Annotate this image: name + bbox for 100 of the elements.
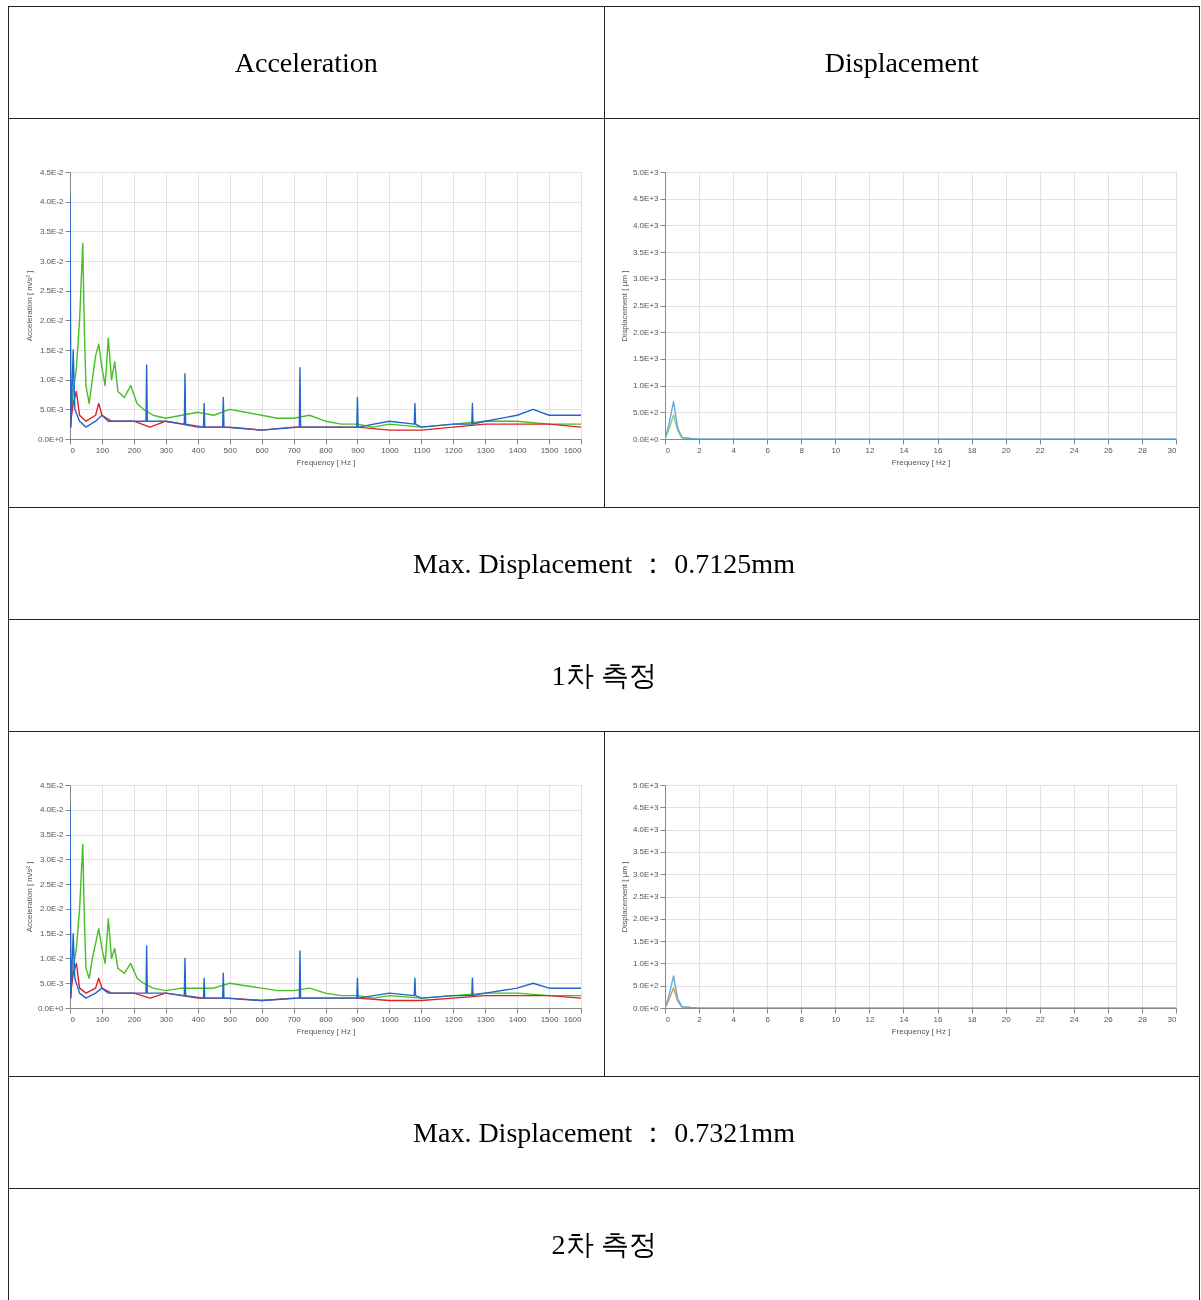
x-tick-label: 10 <box>831 445 842 455</box>
x-tick-label: 400 <box>191 1014 206 1024</box>
y-tick-label: 3.0E-2 <box>39 256 64 266</box>
y-tick-label: 4.0E-2 <box>39 805 64 815</box>
x-tick-label: 1300 <box>476 1014 495 1024</box>
y-tick-label: 1.5E+3 <box>633 354 660 364</box>
x-tick-label: 500 <box>223 1014 238 1024</box>
x-tick-label: 800 <box>319 1014 333 1024</box>
x-tick-label: 1200 <box>444 445 463 455</box>
y-tick-label: 3.5E+3 <box>633 847 660 857</box>
y-tick-label: 4.5E+3 <box>633 194 660 204</box>
x-tick-label: 18 <box>967 1014 978 1024</box>
y-axis-title: Displacement [ µm ] <box>620 861 630 933</box>
y-tick-label: 0.0E+0 <box>633 434 660 444</box>
x-tick-label: 28 <box>1138 445 1148 455</box>
y-tick-label: 1.5E-2 <box>39 345 64 355</box>
text: 2차 측정 <box>8 1188 1200 1300</box>
x-tick-label: 1400 <box>508 445 527 455</box>
x-tick-label: 0 <box>70 445 76 455</box>
y-tick-label: 5.0E-3 <box>39 404 64 414</box>
x-tick-label: 1100 <box>412 445 431 455</box>
x-tick-label: 6 <box>765 445 771 455</box>
x-tick-label: 6 <box>765 1014 771 1024</box>
x-tick-label: 22 <box>1036 1014 1046 1024</box>
line-series <box>69 242 581 428</box>
x-tick-label: 1600 <box>563 445 582 455</box>
y-tick-label: 3.5E-2 <box>39 830 64 840</box>
x-tick-label: 400 <box>191 445 206 455</box>
x-tick-label: 600 <box>255 445 270 455</box>
y-tick-label: 3.0E+3 <box>633 869 660 879</box>
x-tick-label: 20 <box>1001 445 1012 455</box>
y-axis-title: Acceleration [ m/s² ] <box>24 270 34 342</box>
line-series <box>69 195 581 431</box>
x-tick-label: 30 <box>1167 1014 1178 1024</box>
x-tick-label: 1600 <box>563 1014 582 1024</box>
x-tick-label: 100 <box>95 1014 110 1024</box>
x-tick-label: 600 <box>255 1014 270 1024</box>
y-axis-title: Acceleration [ m/s² ] <box>24 861 34 933</box>
x-tick-label: 10 <box>831 1014 842 1024</box>
x-tick-label: 16 <box>933 445 944 455</box>
y-tick-label: 5.0E-3 <box>39 978 64 988</box>
x-tick-label: 12 <box>865 445 876 455</box>
y-axis-title: Displacement [ µm ] <box>620 270 630 342</box>
y-tick-label: 4.5E-2 <box>39 780 64 790</box>
x-tick-label: 8 <box>799 445 805 455</box>
x-tick-label: 12 <box>865 1014 876 1024</box>
x-axis-title: Frequency [ Hz ] <box>296 1026 356 1036</box>
y-tick-label: 5.0E+2 <box>633 407 660 417</box>
y-tick-label: 5.0E+3 <box>633 780 660 790</box>
y-tick-label: 4.5E-2 <box>39 167 64 177</box>
y-tick-label: 4.0E+3 <box>633 825 660 835</box>
chart-title: Acceleration <box>8 6 604 119</box>
x-tick-label: 18 <box>967 445 978 455</box>
x-tick-label: 22 <box>1036 445 1046 455</box>
x-tick-label: 1500 <box>540 1014 559 1024</box>
y-tick-label: 1.5E-2 <box>39 929 64 939</box>
x-tick-label: 2 <box>697 1014 703 1024</box>
x-tick-label: 300 <box>159 1014 174 1024</box>
x-tick-label: 1000 <box>380 1014 400 1024</box>
x-tick-label: 4 <box>731 1014 737 1024</box>
y-tick-label: 3.0E+3 <box>633 274 660 284</box>
y-tick-label: 2.0E+3 <box>633 914 660 924</box>
x-tick-label: 700 <box>287 1014 302 1024</box>
x-tick-label: 26 <box>1104 1014 1114 1024</box>
y-tick-label: 1.0E-2 <box>39 375 64 385</box>
x-tick-label: 1400 <box>508 1014 527 1024</box>
x-tick-label: 28 <box>1138 1014 1148 1024</box>
y-tick-label: 3.5E-2 <box>39 226 64 236</box>
x-tick-label: 700 <box>287 445 302 455</box>
y-tick-label: 1.0E+3 <box>633 958 660 968</box>
x-tick-label: 1000 <box>380 445 400 455</box>
x-tick-label: 1300 <box>476 445 495 455</box>
y-tick-label: 0.0E+0 <box>633 1003 660 1013</box>
x-axis-title: Frequency [ Hz ] <box>296 457 356 467</box>
line-series <box>69 804 581 1002</box>
x-tick-label: 20 <box>1001 1014 1012 1024</box>
y-tick-label: 2.0E-2 <box>39 904 64 914</box>
y-tick-label: 5.0E+2 <box>633 981 660 991</box>
x-tick-label: 200 <box>127 445 142 455</box>
x-tick-label: 8 <box>799 1014 805 1024</box>
x-tick-label: 0 <box>665 1014 671 1024</box>
x-tick-label: 900 <box>351 445 365 455</box>
y-tick-label: 4.5E+3 <box>633 802 660 812</box>
y-tick-label: 4.0E+3 <box>633 220 660 230</box>
y-tick-label: 4.0E-2 <box>39 197 64 207</box>
text: Max. Displacement ： 0.7125mm <box>8 507 1200 620</box>
x-tick-label: 500 <box>223 445 238 455</box>
y-tick-label: 5.0E+3 <box>633 167 660 177</box>
y-tick-label: 3.0E-2 <box>39 854 64 864</box>
x-tick-label: 300 <box>159 445 174 455</box>
x-tick-label: 24 <box>1070 445 1080 455</box>
x-tick-label: 800 <box>319 445 333 455</box>
x-tick-label: 4 <box>731 445 737 455</box>
y-tick-label: 1.5E+3 <box>633 936 660 946</box>
y-tick-label: 1.0E+3 <box>633 381 660 391</box>
text: Max. Displacement ： 0.7321mm <box>8 1076 1200 1189</box>
x-tick-label: 1100 <box>412 1014 431 1024</box>
x-tick-label: 30 <box>1167 445 1178 455</box>
y-tick-label: 0.0E+0 <box>37 1003 64 1013</box>
y-tick-label: 1.0E-2 <box>39 953 64 963</box>
